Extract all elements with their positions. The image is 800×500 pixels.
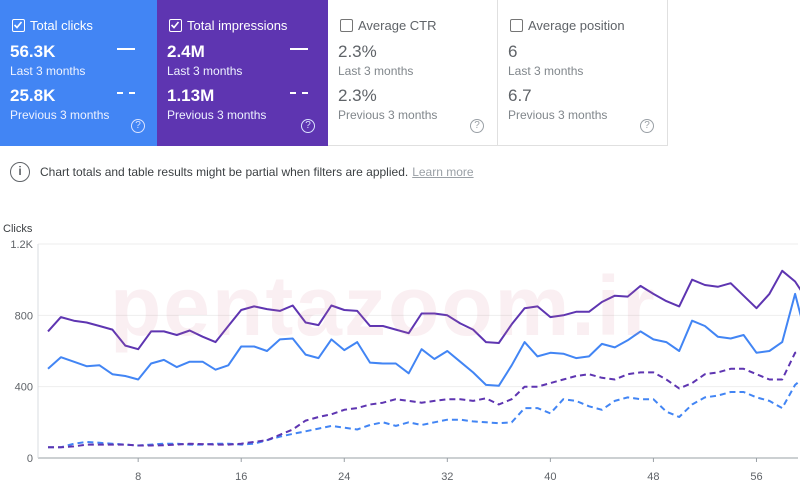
help-icon[interactable]: ? [131, 119, 145, 133]
previous-value: 2.3% [338, 86, 377, 105]
dashed-line-legend-icon [117, 92, 135, 94]
series-line-2 [48, 379, 800, 449]
line-chart: Clicks 0 400 800 1.2K 8 16 24 32 40 48 56 [3, 223, 800, 483]
previous-period-label: Previous 3 months [10, 108, 110, 122]
y-axis-label: Clicks [3, 223, 33, 235]
series-line-0 [47, 292, 800, 387]
current-period-label: Last 3 months [508, 64, 584, 78]
previous-value: 25.8K [10, 86, 56, 105]
learn-more-link[interactable]: Learn more [412, 165, 474, 179]
x-tick-label: 56 [750, 471, 762, 483]
help-icon[interactable]: ? [640, 119, 654, 133]
current-period-label: Last 3 months [10, 64, 86, 78]
average-position-checkbox[interactable] [510, 19, 523, 32]
x-tick-label: 16 [235, 471, 247, 483]
x-tick-label: 40 [544, 471, 556, 483]
help-icon[interactable]: ? [301, 119, 315, 133]
card-title: Total clicks [30, 18, 93, 33]
current-period-label: Last 3 months [167, 64, 243, 78]
solid-line-legend-icon [290, 48, 308, 50]
solid-line-legend-icon [117, 48, 135, 50]
card-title: Average CTR [358, 18, 437, 33]
info-icon: i [10, 162, 30, 182]
total-clicks-checkbox[interactable] [12, 19, 25, 32]
total-impressions-card[interactable]: Total impressions 2.4M Last 3 months 1.1… [157, 0, 328, 146]
watermark-text: pentazoom.ir [110, 259, 657, 353]
notice-message: Chart totals and table results might be … [40, 165, 409, 179]
card-title: Average position [528, 18, 625, 33]
x-tick-label: 8 [135, 471, 141, 483]
series-line-1 [47, 269, 800, 351]
help-icon[interactable]: ? [470, 119, 484, 133]
average-position-card[interactable]: Average position 6 Last 3 months 6.7 Pre… [498, 0, 668, 146]
y-tick-label: 400 [15, 382, 33, 394]
x-tick-label: 32 [441, 471, 453, 483]
dashed-line-legend-icon [290, 92, 308, 94]
metric-cards: Total clicks 56.3K Last 3 months 25.8K P… [0, 0, 800, 146]
check-icon [13, 21, 23, 29]
filter-notice: i Chart totals and table results might b… [10, 162, 710, 182]
previous-period-label: Previous 3 months [167, 108, 267, 122]
previous-period-label: Previous 3 months [508, 108, 608, 122]
current-period-label: Last 3 months [338, 64, 414, 78]
x-tick-label: 48 [647, 471, 659, 483]
current-value: 2.4M [167, 42, 205, 61]
notice-text: Chart totals and table results might be … [40, 165, 474, 179]
card-title: Total impressions [187, 18, 288, 33]
current-value: 2.3% [338, 42, 377, 61]
x-tick-label: 24 [338, 471, 350, 483]
series-line-3 [48, 351, 800, 449]
current-value: 56.3K [10, 42, 56, 61]
current-value: 6 [508, 42, 518, 61]
performance-chart: Clicks 0 400 800 1.2K 8 16 24 32 40 48 56 [0, 215, 800, 500]
previous-value: 6.7 [508, 86, 532, 105]
average-ctr-card[interactable]: Average CTR 2.3% Last 3 months 2.3% Prev… [328, 0, 498, 146]
y-tick-label: 1.2K [10, 239, 33, 251]
y-tick-label: 800 [15, 310, 33, 322]
previous-period-label: Previous 3 months [338, 108, 438, 122]
y-tick-label: 0 [27, 453, 33, 465]
total-impressions-checkbox[interactable] [169, 19, 182, 32]
previous-value: 1.13M [167, 86, 215, 105]
average-ctr-checkbox[interactable] [340, 19, 353, 32]
check-icon [170, 21, 180, 29]
total-clicks-card[interactable]: Total clicks 56.3K Last 3 months 25.8K P… [0, 0, 157, 146]
